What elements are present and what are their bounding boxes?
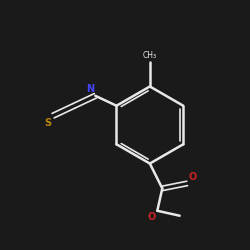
Text: O: O xyxy=(188,172,196,182)
Text: S: S xyxy=(45,118,52,128)
Text: N: N xyxy=(86,84,94,94)
Text: CH₃: CH₃ xyxy=(143,51,157,60)
Text: O: O xyxy=(148,212,156,222)
